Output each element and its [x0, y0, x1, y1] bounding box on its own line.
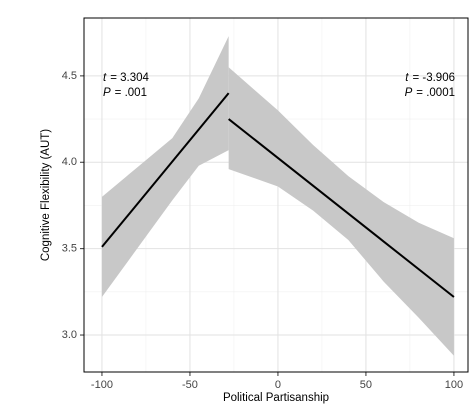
stat-value: = .0001: [416, 87, 455, 99]
confidence-band: [228, 67, 454, 356]
y-tick-label: 4.0: [62, 156, 77, 168]
stat-value: = 3.304: [110, 72, 149, 84]
x-tick-label: -100: [91, 379, 113, 391]
confidence-band: [101, 36, 229, 298]
x-tick-label: 0: [275, 379, 281, 391]
y-tick-label: 4.5: [62, 70, 77, 82]
x-axis-title: Political Partisanship: [223, 392, 329, 404]
x-tick-label: -50: [182, 379, 198, 391]
x-tick-label: 100: [445, 379, 463, 391]
y-axis-title: Cognitive Flexibility (AUT): [40, 129, 52, 261]
stat-symbol: t: [405, 72, 409, 84]
stat-symbol: t: [103, 72, 107, 84]
y-tick-label: 3.0: [62, 329, 77, 341]
annotation: t = -3.906: [405, 72, 455, 84]
x-tick-label: 50: [360, 379, 372, 391]
annotation: P = .0001: [405, 87, 455, 99]
regression-line: [228, 118, 455, 298]
y-tick-label: 3.5: [62, 243, 77, 255]
stat-symbol: P: [405, 87, 413, 99]
annotation: t = 3.304: [103, 72, 149, 84]
regression-line: [101, 92, 230, 248]
stat-value: = -3.906: [412, 72, 455, 84]
panel-border: [83, 17, 469, 373]
stat-symbol: P: [103, 87, 111, 99]
stat-value: = .001: [115, 87, 147, 99]
annotation: P = .001: [103, 87, 147, 99]
